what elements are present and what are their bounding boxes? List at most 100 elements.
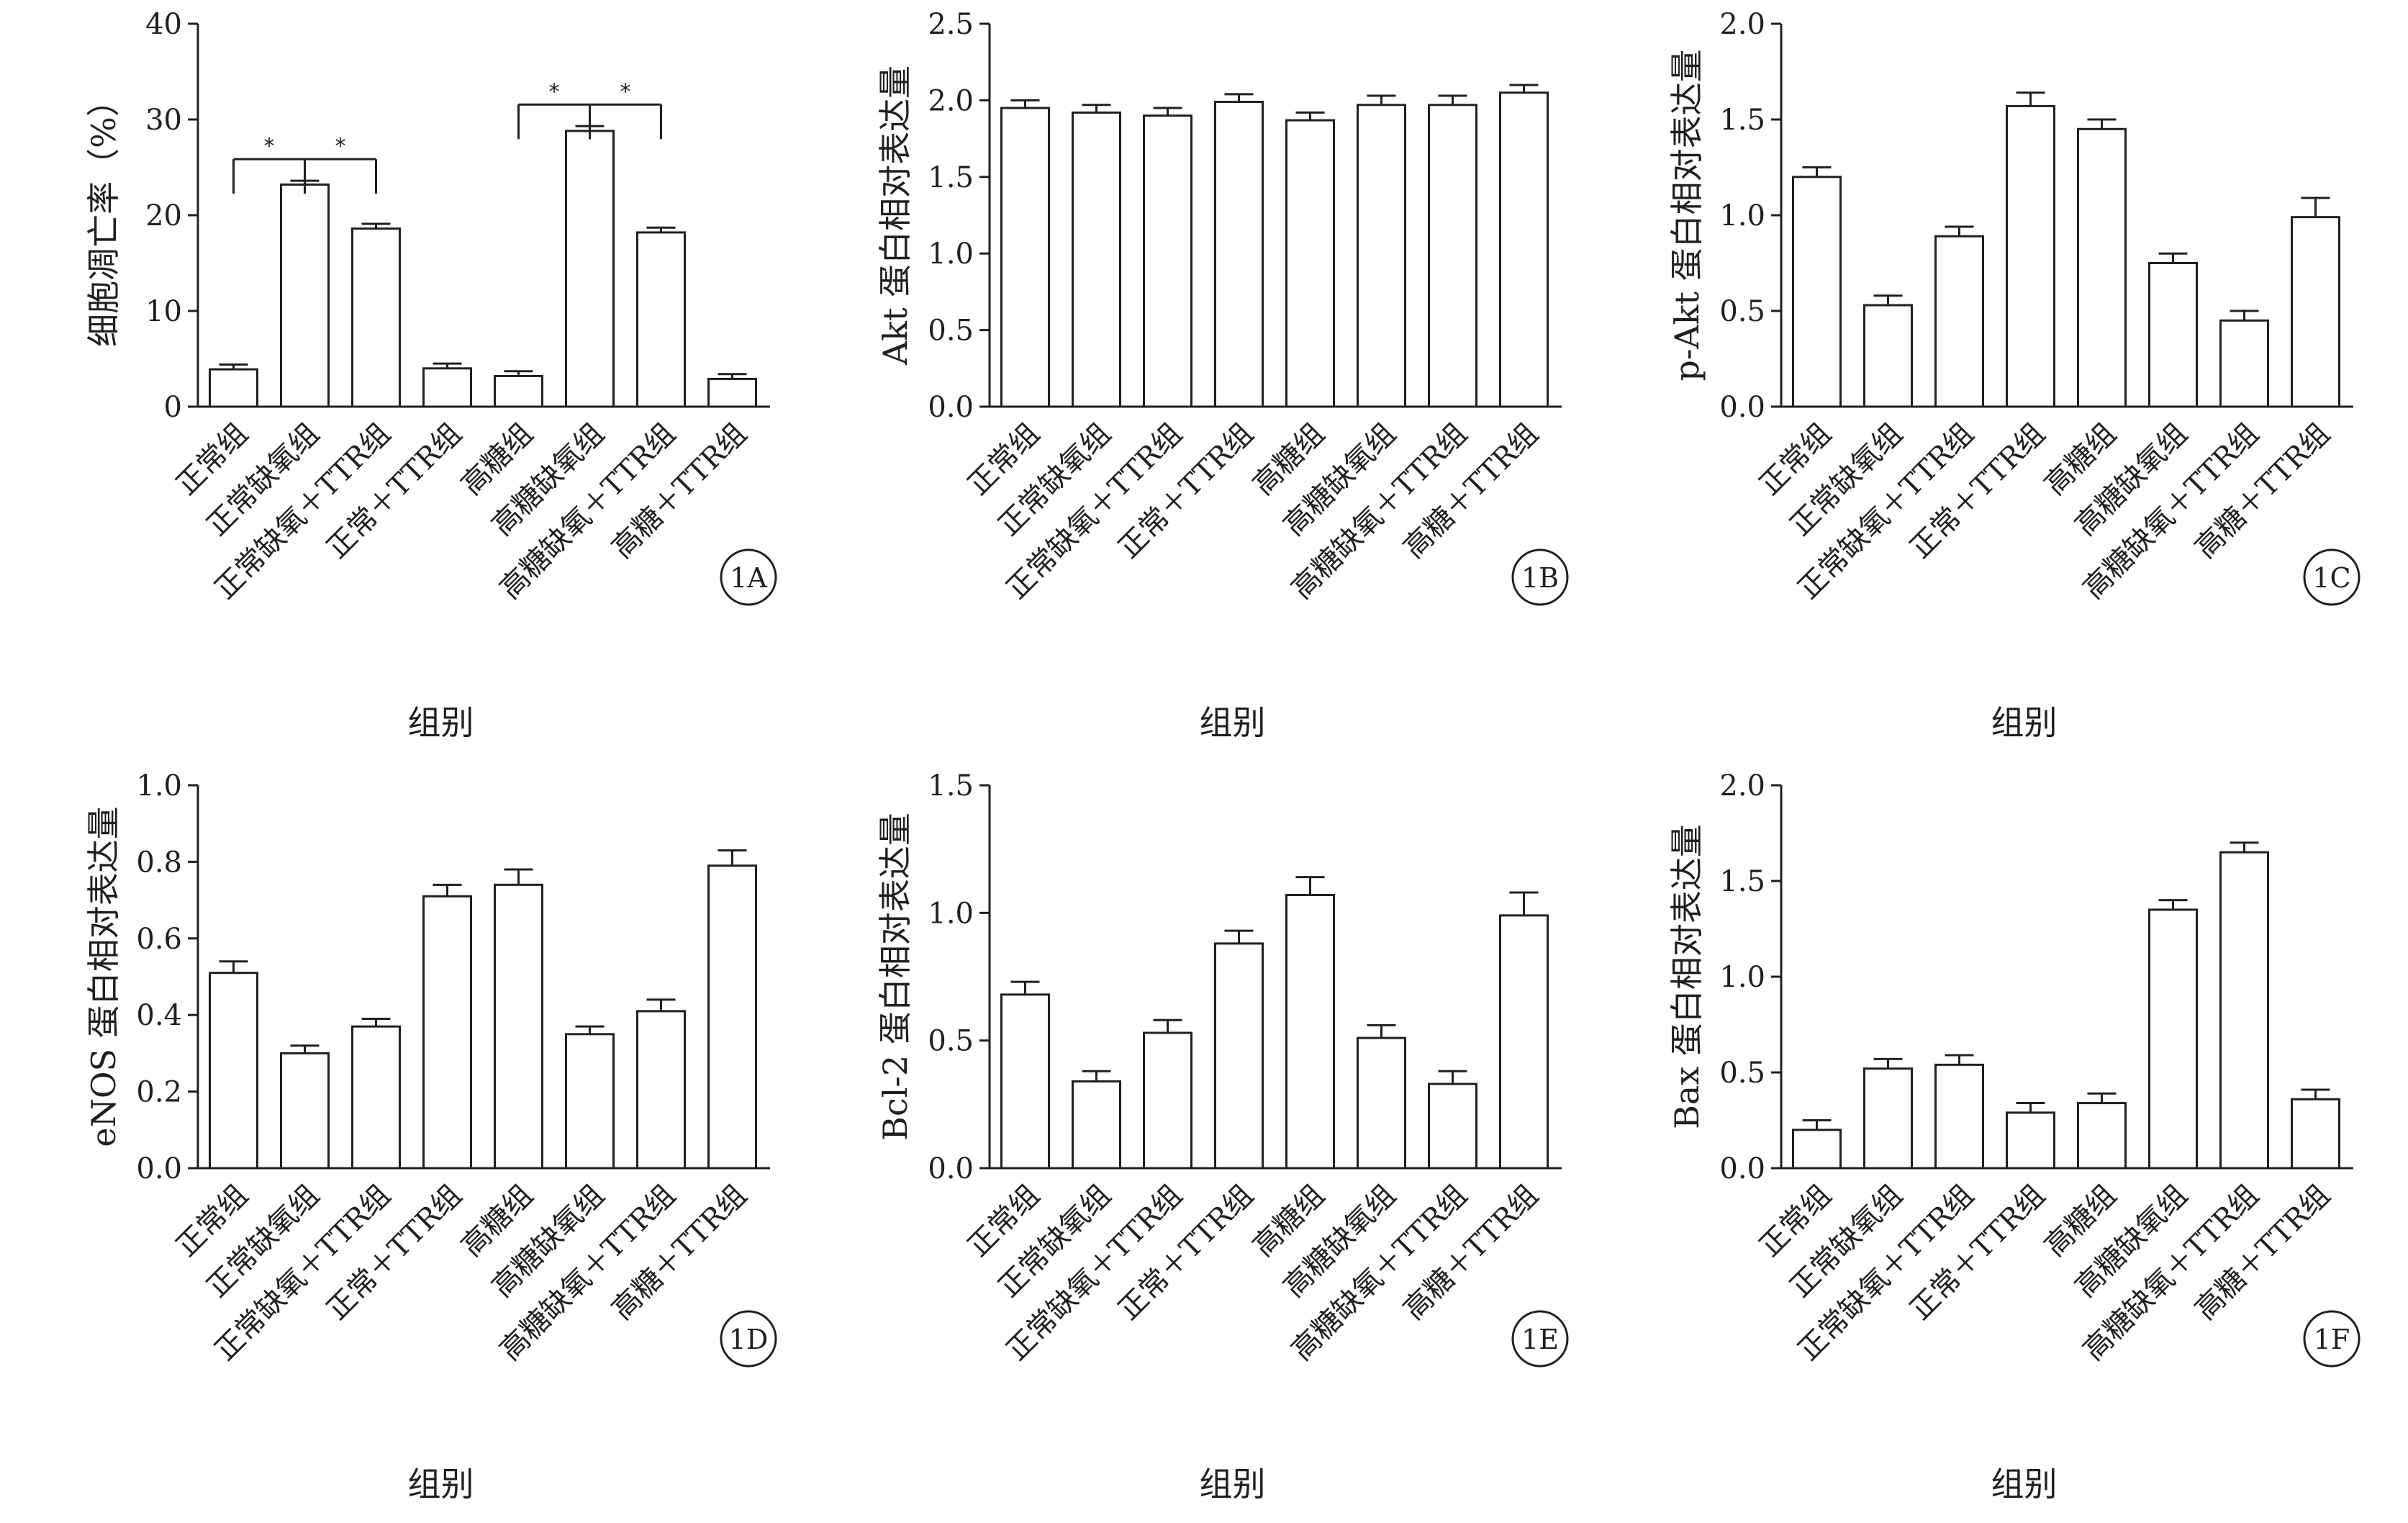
- bar: [1000, 107, 1050, 408]
- y-axis-title: p-Akt 蛋白相对表达量: [1667, 49, 1706, 381]
- significance-star: *: [620, 79, 631, 104]
- y-tick-label: 10: [145, 295, 182, 328]
- y-tick-label: 2.5: [928, 8, 974, 41]
- bar: [1143, 114, 1192, 408]
- y-tick-label: 0.0: [1719, 391, 1765, 424]
- y-tick-label: 0.5: [928, 1025, 974, 1058]
- bar: [209, 368, 258, 408]
- chart-panel-1A: 010203040正常组正常缺氧组正常缺氧＋TTR组正常＋TTR组高糖组高糖缺氧…: [84, 8, 777, 742]
- y-tick-label: 1.0: [1719, 199, 1765, 232]
- bar: [280, 183, 330, 408]
- x-axis-title: 组别: [408, 1465, 474, 1504]
- bar: [1214, 101, 1264, 408]
- y-tick-label: 0.0: [928, 391, 974, 424]
- bar: [1428, 1083, 1477, 1170]
- significance-star: *: [264, 134, 275, 159]
- y-tick-label: 1.5: [1719, 104, 1765, 137]
- bar: [1499, 914, 1549, 1170]
- bar: [2077, 127, 2127, 408]
- y-tick-label: 1.5: [928, 161, 974, 194]
- bar: [2148, 262, 2198, 408]
- significance-star: *: [549, 79, 560, 104]
- bar: [2291, 216, 2340, 408]
- y-tick-label: 0.0: [136, 1152, 182, 1185]
- y-tick-label: 2.0: [1719, 769, 1765, 803]
- y-tick-label: 1.5: [1719, 865, 1765, 898]
- panel-label-circle: [1511, 548, 1569, 606]
- y-axis-title: Bax 蛋白相对表达量: [1667, 824, 1706, 1129]
- x-axis-title: 组别: [1200, 1465, 1266, 1504]
- bar: [636, 1010, 686, 1170]
- y-tick-label: 0.5: [1719, 295, 1765, 328]
- y-axis-title: eNOS 蛋白相对表达量: [84, 806, 123, 1147]
- bar: [1357, 1036, 1406, 1170]
- bar: [2148, 908, 2198, 1170]
- bar: [1143, 1031, 1192, 1170]
- x-axis-title: 组别: [1200, 703, 1266, 742]
- bar: [351, 1025, 401, 1170]
- y-axis-title: Akt 蛋白相对表达量: [876, 65, 915, 366]
- significance-star: *: [335, 134, 346, 159]
- bar: [494, 374, 543, 408]
- y-tick-label: 1.0: [928, 897, 974, 930]
- bar: [707, 377, 757, 408]
- bar: [2077, 1102, 2127, 1170]
- bar: [1072, 1080, 1121, 1170]
- panel-label-circle: [720, 548, 777, 606]
- panel-label-circle: [1511, 1310, 1569, 1368]
- y-tick-label: 20: [145, 199, 182, 232]
- y-axis-title: Bcl-2 蛋白相对表达量: [876, 813, 915, 1141]
- bar: [422, 367, 472, 408]
- chart-panel-1B: 0.00.51.01.52.02.5正常组正常缺氧组正常缺氧＋TTR组正常＋TT…: [876, 8, 1569, 742]
- x-axis-title: 组别: [1991, 1465, 2058, 1504]
- y-tick-label: 0.0: [928, 1152, 974, 1185]
- y-tick-label: 0.0: [1719, 1152, 1765, 1185]
- y-tick-label: 0.5: [928, 315, 974, 348]
- x-axis-title: 组别: [1991, 703, 2058, 742]
- bar: [1934, 235, 1984, 408]
- y-tick-label: 40: [145, 8, 182, 41]
- bar: [1214, 942, 1264, 1170]
- y-axis-title: 细胞凋亡率（%）: [84, 83, 123, 347]
- y-tick-label: 1.0: [1719, 961, 1765, 994]
- bar: [1072, 111, 1121, 408]
- bar: [2219, 319, 2269, 408]
- bar: [1792, 1129, 1842, 1170]
- y-tick-label: 1.0: [928, 238, 974, 271]
- y-tick-label: 0: [164, 391, 182, 424]
- bar: [707, 864, 757, 1170]
- y-tick-label: 0.4: [136, 999, 182, 1032]
- bar: [280, 1052, 330, 1170]
- y-tick-label: 1.0: [136, 769, 182, 803]
- y-tick-label: 2.0: [928, 84, 974, 117]
- panel-label: 1E: [1521, 1324, 1559, 1355]
- chart-panel-1F: 0.00.51.01.52.0正常组正常缺氧组正常缺氧＋TTR组正常＋TTR组高…: [1667, 769, 2361, 1504]
- panel-label-circle: [720, 1310, 777, 1368]
- bar: [2291, 1098, 2340, 1170]
- chart-panel-1E: 0.00.51.01.5正常组正常缺氧组正常缺氧＋TTR组正常＋TTR组高糖组高…: [876, 769, 1569, 1504]
- bar: [2006, 104, 2055, 408]
- panel-label: 1C: [2312, 562, 2350, 594]
- panel-label: 1A: [730, 562, 767, 594]
- bar: [1792, 176, 1842, 408]
- bar: [565, 130, 615, 408]
- panel-label-circle: [2303, 1310, 2361, 1368]
- panel-label-circle: [2303, 548, 2361, 606]
- bar: [1499, 91, 1549, 408]
- chart-panel-1D: 0.00.20.40.60.81.0正常组正常缺氧组正常缺氧＋TTR组正常＋TT…: [84, 769, 777, 1504]
- bar: [351, 227, 401, 408]
- panel-label: 1B: [1521, 562, 1559, 594]
- y-tick-label: 2.0: [1719, 8, 1765, 41]
- bar: [1863, 304, 1913, 408]
- y-tick-label: 30: [145, 104, 182, 137]
- x-axis-title: 组别: [408, 703, 474, 742]
- bar: [2006, 1111, 2055, 1170]
- bar: [636, 231, 686, 408]
- bar: [1285, 894, 1335, 1170]
- y-tick-label: 0.6: [136, 923, 182, 956]
- y-tick-label: 0.2: [136, 1076, 182, 1109]
- panel-label: 1F: [2314, 1324, 2350, 1355]
- bar: [2219, 851, 2269, 1170]
- panel-label: 1D: [729, 1324, 769, 1355]
